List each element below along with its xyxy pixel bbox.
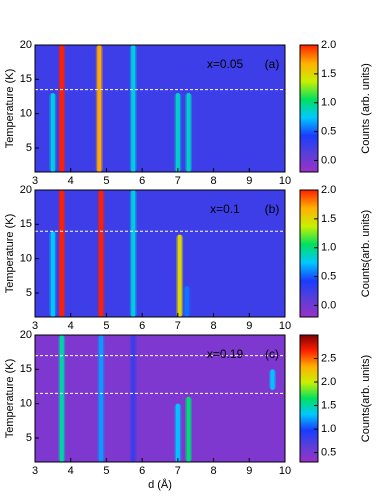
colorbar-tick-label: 1.0 (321, 97, 336, 109)
plot-frame (34, 334, 286, 463)
peak (270, 369, 275, 390)
x-tick-label: 10 (279, 465, 291, 477)
y-tick-label: 10 (20, 253, 32, 265)
colorbar-label: Counts(arb. units) (360, 210, 372, 297)
x-tick-label: 4 (68, 175, 74, 187)
colorbar-tick-label: 1.5 (321, 399, 336, 411)
x-tick-label: 5 (103, 175, 109, 187)
peak (186, 396, 191, 462)
colorbar-tick-label: 1.5 (321, 68, 336, 80)
peak (177, 234, 182, 317)
x-tick-label: 7 (175, 320, 181, 332)
x-tick-label: 7 (175, 175, 181, 187)
x-tick-label: 3 (32, 320, 38, 332)
colorbar-tick-label: 0.5 (321, 446, 336, 458)
heatmap-background (35, 335, 285, 462)
colorbar-tick-label: 0.5 (321, 270, 336, 282)
peak (59, 190, 64, 317)
x-tick-label: 9 (246, 465, 252, 477)
y-tick-label: 15 (20, 218, 32, 230)
x-tick-label: 3 (32, 465, 38, 477)
heatmap-background (35, 190, 285, 317)
x-tick-label: 6 (139, 320, 145, 332)
colorbar-tick-label: 2.0 (321, 39, 336, 51)
colorbar (299, 44, 319, 173)
y-tick-label: 20 (20, 39, 32, 51)
peak (59, 335, 64, 462)
peak (97, 45, 102, 172)
panel-label: (c) (265, 347, 279, 361)
plot-frame (34, 44, 286, 173)
peak (186, 93, 191, 172)
x-tick-label: 3 (32, 175, 38, 187)
peak (99, 190, 104, 317)
peak (131, 45, 136, 172)
y-axis-label: Temperature (K) (4, 214, 16, 293)
x-tick-label: 4 (68, 320, 74, 332)
x-tick-label: 5 (103, 320, 109, 332)
peak (131, 190, 136, 317)
y-tick-label: 20 (20, 184, 32, 196)
x-tick-label: 8 (211, 320, 217, 332)
y-axis-label: Temperature (K) (4, 359, 16, 438)
colorbar-tick-label: 1.0 (321, 242, 336, 254)
y-axis-label: Temperature (K) (4, 69, 16, 148)
colorbar-tick-label: 1.0 (321, 423, 336, 435)
series-label: x=0.1 (210, 202, 240, 216)
colorbar-tick-label: 0.0 (321, 154, 336, 166)
colorbar-tick-label: 2.0 (321, 376, 336, 388)
x-tick-label: 10 (279, 320, 291, 332)
y-tick-label: 15 (20, 363, 32, 375)
peak (184, 286, 189, 317)
y-tick-label: 15 (20, 73, 32, 85)
x-tick-label: 5 (103, 465, 109, 477)
colorbar-label: Counts(arb. units) (360, 355, 372, 442)
peak (175, 93, 180, 172)
heatmap-background (35, 45, 285, 172)
peak (131, 335, 136, 462)
series-label: x=0.19 (207, 347, 244, 361)
y-tick-label: 20 (20, 329, 32, 341)
x-tick-label: 6 (139, 175, 145, 187)
y-tick-label: 10 (20, 108, 32, 120)
colorbar-tick-label: 2.0 (321, 184, 336, 196)
x-tick-label: 8 (211, 175, 217, 187)
colorbar-tick-label: 1.5 (321, 213, 336, 225)
colorbar-tick-label: 0.5 (321, 125, 336, 137)
peak (99, 335, 104, 462)
panel-label: (b) (265, 202, 280, 216)
x-tick-label: 4 (68, 465, 74, 477)
x-tick-label: 7 (175, 465, 181, 477)
colorbar-tick-label: 0.0 (321, 299, 336, 311)
peak (50, 93, 55, 172)
colorbar-label: Counts (arb. units) (360, 63, 372, 153)
series-label: x=0.05 (207, 57, 244, 71)
plot-frame (34, 189, 286, 318)
y-tick-label: 5 (26, 287, 32, 299)
panel-label: (a) (265, 57, 280, 71)
peak (59, 45, 64, 172)
y-tick-label: 5 (26, 432, 32, 444)
x-tick-label: 10 (279, 175, 291, 187)
y-tick-label: 10 (20, 398, 32, 410)
colorbar (299, 334, 319, 463)
y-tick-label: 5 (26, 142, 32, 154)
x-axis-label: d (Å) (148, 478, 172, 491)
x-tick-label: 9 (246, 320, 252, 332)
colorbar (299, 189, 319, 318)
peak (175, 403, 180, 462)
peak (50, 231, 55, 317)
colorbar-tick-label: 2.5 (321, 352, 336, 364)
x-tick-label: 6 (139, 465, 145, 477)
x-tick-label: 9 (246, 175, 252, 187)
x-tick-label: 8 (211, 465, 217, 477)
